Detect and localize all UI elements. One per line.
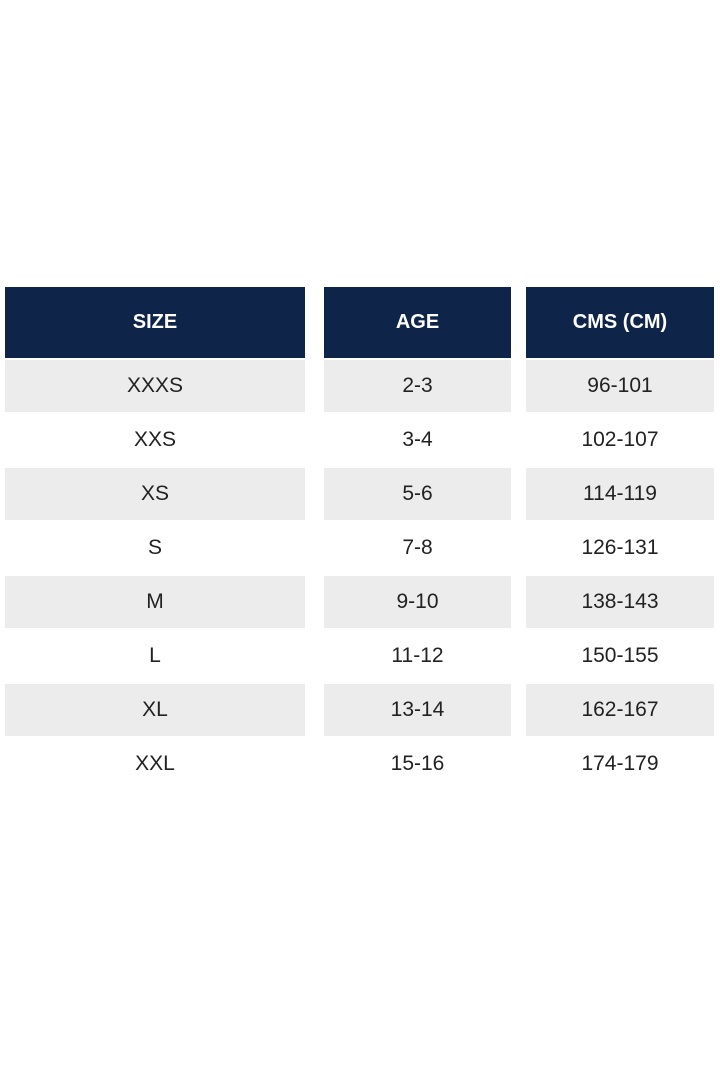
table-cell: 11-12 <box>391 644 444 667</box>
header-cell: SIZE <box>5 287 305 358</box>
table-cell: 13-14 <box>324 684 511 736</box>
table-cell: 96-101 <box>526 360 714 412</box>
table-cell: 174-179 <box>581 752 659 775</box>
table-cell: XS <box>5 468 305 520</box>
table-cell: 126-131 <box>581 536 659 559</box>
table-cell: S <box>147 536 162 559</box>
table-cell: 114-119 <box>526 468 714 520</box>
table-cell: 7-8 <box>402 536 433 559</box>
table-cell: 9-10 <box>324 576 511 628</box>
table-cell: 162-167 <box>526 684 714 736</box>
table-cell: 102-107 <box>581 428 659 451</box>
table-cell: XXL <box>135 752 175 775</box>
table-cell: 15-16 <box>390 752 445 775</box>
table-cell: L <box>149 644 161 667</box>
table-cell: 138-143 <box>526 576 714 628</box>
header-cell: AGE <box>324 287 511 358</box>
table-cell: 2-3 <box>324 360 511 412</box>
header-cell: CMS (CM) <box>526 287 714 358</box>
table-cell: 3-4 <box>402 428 433 451</box>
table-cell: M <box>5 576 305 628</box>
table-cell: XXS <box>133 428 177 451</box>
table-cell: XL <box>5 684 305 736</box>
table-cell: XXXS <box>5 360 305 412</box>
table-cell: 5-6 <box>324 468 511 520</box>
table-cell: 150-155 <box>581 644 659 667</box>
